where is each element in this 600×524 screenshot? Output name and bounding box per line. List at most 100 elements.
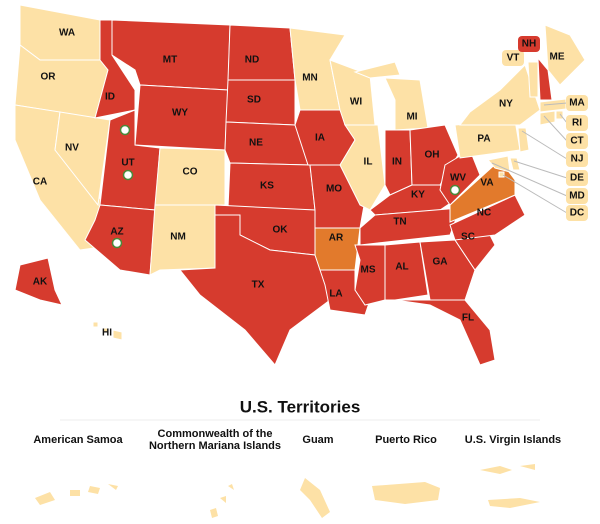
status-icon [111,237,123,249]
state-label: KS [260,181,274,192]
label-box [566,95,588,111]
state-label: TN [393,217,406,228]
state-shape [539,98,567,113]
state-shape [498,171,505,178]
state-shape [544,24,586,86]
state-shape [384,241,429,301]
territory-shape [88,486,100,494]
state-label: AZ [110,227,123,238]
territory-shape [35,492,55,505]
state-label: MN [302,73,318,84]
territory-shape [372,482,440,504]
state-label: WA [59,28,75,39]
leader-line [513,160,568,179]
state-label: AR [329,233,344,244]
state-shape [14,257,63,306]
state-label: TX [252,280,265,291]
state-label: MS [361,265,376,276]
leader-line [491,162,568,197]
territory-shape [228,484,234,490]
state-label: NC [477,208,491,219]
label-box [566,188,588,204]
state-label: NE [249,138,263,149]
territory-name: Commonwealth of the [158,428,273,440]
state-label: IA [315,133,325,144]
state-label: WY [172,108,188,119]
state-label: NJ [571,154,584,165]
state-shape [353,61,401,79]
leader-line [502,174,568,214]
state-label: NM [170,232,186,243]
leader-line [543,115,568,142]
label-box [566,151,588,167]
state-shape [227,24,296,81]
state-shape [359,207,461,246]
state-label: CO [183,167,198,178]
leader-line [543,102,568,106]
state-shape [394,299,496,366]
state-label: HI [102,328,112,339]
leader-line [521,130,568,160]
state-label: RI [572,118,582,129]
state-label: DE [570,173,584,184]
state-shape [384,77,429,131]
state-shape [102,327,109,333]
state-shape [419,239,476,301]
label-box [518,36,540,52]
territory-shape [220,496,226,503]
territory-shape [210,508,218,518]
state-label: PA [477,134,490,145]
territory-name: Northern Mariana Islands [149,440,281,452]
state-shape [539,110,556,126]
state-label: MA [569,98,585,109]
territory-shape [70,490,80,496]
state-label: VT [507,53,520,64]
state-label: AL [395,262,408,273]
state-label: WV [450,173,466,184]
state-label: WI [350,97,362,108]
territory-name: American Samoa [33,434,123,446]
territory-shape [520,464,535,470]
state-shape [509,157,521,171]
label-box [566,133,588,149]
label-box [566,115,588,131]
status-icon [122,169,134,181]
state-label: FL [462,313,474,324]
label-box [566,205,588,221]
territory-name: U.S. Virgin Islands [465,434,561,446]
state-label: ME [550,52,565,63]
state-label: MT [163,55,177,66]
territory-shape [488,498,540,508]
state-label: OK [273,225,289,236]
state-shape [54,111,111,207]
state-shape [179,214,331,366]
state-label: UT [121,158,134,169]
state-label: SC [461,232,475,243]
state-label: OH [425,150,440,161]
state-label: MD [569,191,585,202]
state-shape [537,56,553,101]
state-label: IL [364,157,373,168]
state-shape [339,124,386,211]
state-shape [149,204,216,276]
state-shape [527,61,539,98]
state-shape [92,321,99,328]
state-label: ID [105,92,115,103]
state-label: AK [33,277,48,288]
state-label: CA [33,177,47,188]
state-label: SD [247,95,261,106]
state-shape [319,269,371,316]
state-label: GA [433,257,448,268]
territory-name: Puerto Rico [375,434,437,446]
state-label: IN [392,157,402,168]
state-label: NY [499,99,513,110]
state-label: ND [245,55,259,66]
territory-name: Guam [302,434,333,446]
leader-line [559,113,568,124]
state-label: NV [65,143,79,154]
state-label: NH [522,39,536,50]
state-label: DC [570,208,584,219]
state-label: OR [41,72,57,83]
state-label: KY [411,190,425,201]
state-shape [555,110,564,120]
